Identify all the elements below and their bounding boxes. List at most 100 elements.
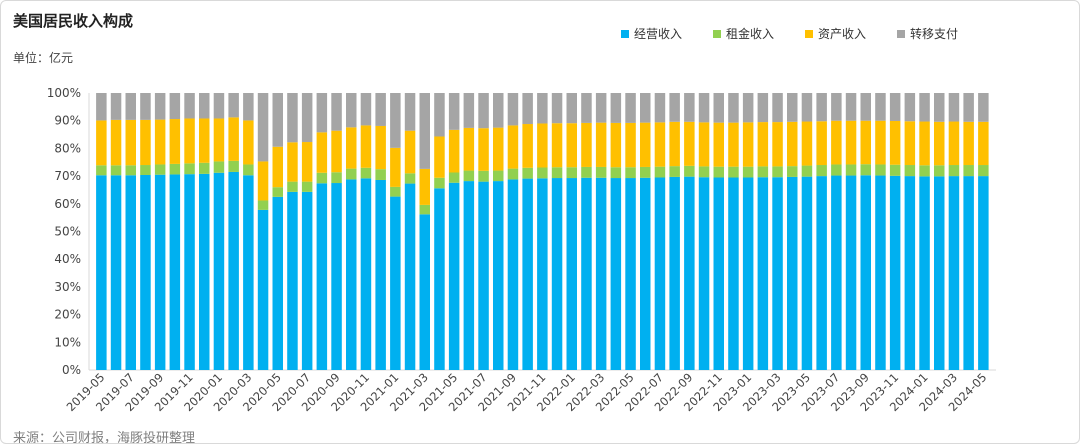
bar-segment-transfer [757, 93, 769, 123]
bar-segment-transfer [551, 93, 563, 124]
bar-segment-asset [434, 136, 445, 178]
bar-segment-asset [287, 142, 298, 182]
bar-segment-transfer [419, 93, 430, 169]
bar-segment-transfer [125, 93, 136, 120]
bar-segment-rent [301, 181, 313, 192]
bar-segment-asset [551, 123, 563, 168]
bar-segment-transfer [595, 93, 607, 123]
bar-segment-business [140, 174, 151, 370]
bar-segment-asset [96, 120, 107, 166]
legend-label: 租金收入 [726, 27, 775, 41]
bar-segment-rent [199, 162, 210, 174]
bar-segment-business [904, 176, 916, 370]
bar-segment-rent [757, 166, 769, 178]
bar-segment-business [640, 177, 651, 370]
bar-segment-rent [948, 165, 960, 177]
bar-segment-asset [257, 161, 269, 201]
bar-segment-asset [566, 123, 577, 168]
bar-segment-rent [331, 172, 342, 184]
bar-segment-transfer [816, 93, 827, 122]
bar-segment-transfer [243, 93, 254, 121]
bar-segment-transfer [772, 93, 783, 123]
bar-segment-business [551, 178, 563, 370]
bar-segment-transfer [96, 93, 107, 121]
bar-segment-transfer [434, 93, 445, 137]
bar-segment-transfer [287, 93, 298, 143]
bar-segment-rent [889, 164, 901, 176]
bar-segment-transfer [301, 93, 313, 143]
bar-segment-business [360, 178, 372, 370]
bar-segment-asset [581, 122, 592, 167]
bar-segment-rent [801, 165, 813, 177]
bar-segment-asset [331, 130, 342, 173]
legend-label: 资产收入 [818, 27, 867, 41]
bar-segment-asset [610, 122, 622, 168]
bar-segment-asset [228, 117, 239, 161]
bar-segment-business [772, 177, 783, 370]
bar-segment-transfer [463, 93, 475, 128]
bar-segment-asset [169, 119, 181, 164]
y-tick-label: 30% [54, 280, 81, 294]
bar-segment-business [654, 177, 666, 370]
bar-segment-transfer [640, 93, 651, 123]
bar-segment-asset [154, 119, 166, 165]
bar-segment-transfer [713, 93, 724, 123]
bar-segment-transfer [169, 93, 181, 120]
bar-segment-business [757, 177, 769, 370]
legend-item-rent: 租金收入 [713, 25, 805, 42]
bar-segment-business [816, 176, 827, 370]
bar-segment-transfer [316, 93, 328, 133]
bar-segment-rent [831, 164, 842, 176]
bar-segment-asset [934, 121, 945, 166]
bar-segment-asset [654, 122, 666, 167]
legend-swatch [805, 29, 813, 38]
bar-segment-asset [375, 125, 386, 170]
y-tick-label: 0% [62, 363, 81, 377]
bar-segment-rent [581, 166, 592, 178]
bar-segment-business [581, 177, 592, 370]
bar-segment-rent [625, 167, 636, 179]
bar-segment-transfer [272, 93, 283, 147]
bar-segment-asset [713, 122, 724, 167]
legend-swatch [713, 29, 721, 38]
bar-segment-business [625, 178, 636, 370]
bar-segment-business [125, 175, 136, 370]
y-tick-label: 60% [54, 197, 81, 211]
bar-segment-business [272, 196, 283, 370]
bar-segment-transfer [140, 93, 151, 120]
bar-segment-asset [669, 121, 680, 167]
y-tick-label: 50% [54, 225, 81, 239]
bar-segment-rent [243, 164, 254, 176]
y-tick-label: 20% [54, 308, 81, 322]
y-tick-label: 10% [54, 335, 81, 349]
bar-segment-asset [831, 120, 842, 165]
bar-segment-transfer [257, 93, 269, 162]
bar-segment-business [404, 183, 416, 370]
bar-segment-rent [728, 166, 739, 178]
bar-segment-business [919, 176, 930, 370]
bar-segment-transfer [831, 93, 842, 121]
bar-segment-rent [375, 169, 386, 180]
bar-segment-business [390, 196, 401, 370]
bar-segment-rent [434, 177, 445, 189]
bar-segment-rent [507, 168, 519, 180]
bar-segment-business [96, 175, 107, 370]
bar-segment-rent [684, 165, 695, 177]
bar-segment-rent [742, 166, 754, 178]
bar-segment-transfer [684, 93, 695, 122]
bar-segment-rent [551, 167, 563, 179]
bar-segment-transfer [448, 93, 460, 130]
bar-segment-asset [625, 122, 636, 168]
bar-segment-rent [978, 165, 989, 177]
bar-segment-transfer [522, 93, 533, 125]
bar-segment-business [346, 179, 357, 370]
bar-segment-transfer [934, 93, 945, 122]
bar-segment-transfer [904, 93, 916, 122]
bar-segment-business [728, 177, 739, 370]
bar-segment-rent [698, 166, 710, 178]
bar-segment-rent [478, 170, 489, 182]
bar-segment-transfer [801, 93, 813, 122]
y-tick-label: 40% [54, 252, 81, 266]
bar-segment-business [831, 175, 842, 370]
